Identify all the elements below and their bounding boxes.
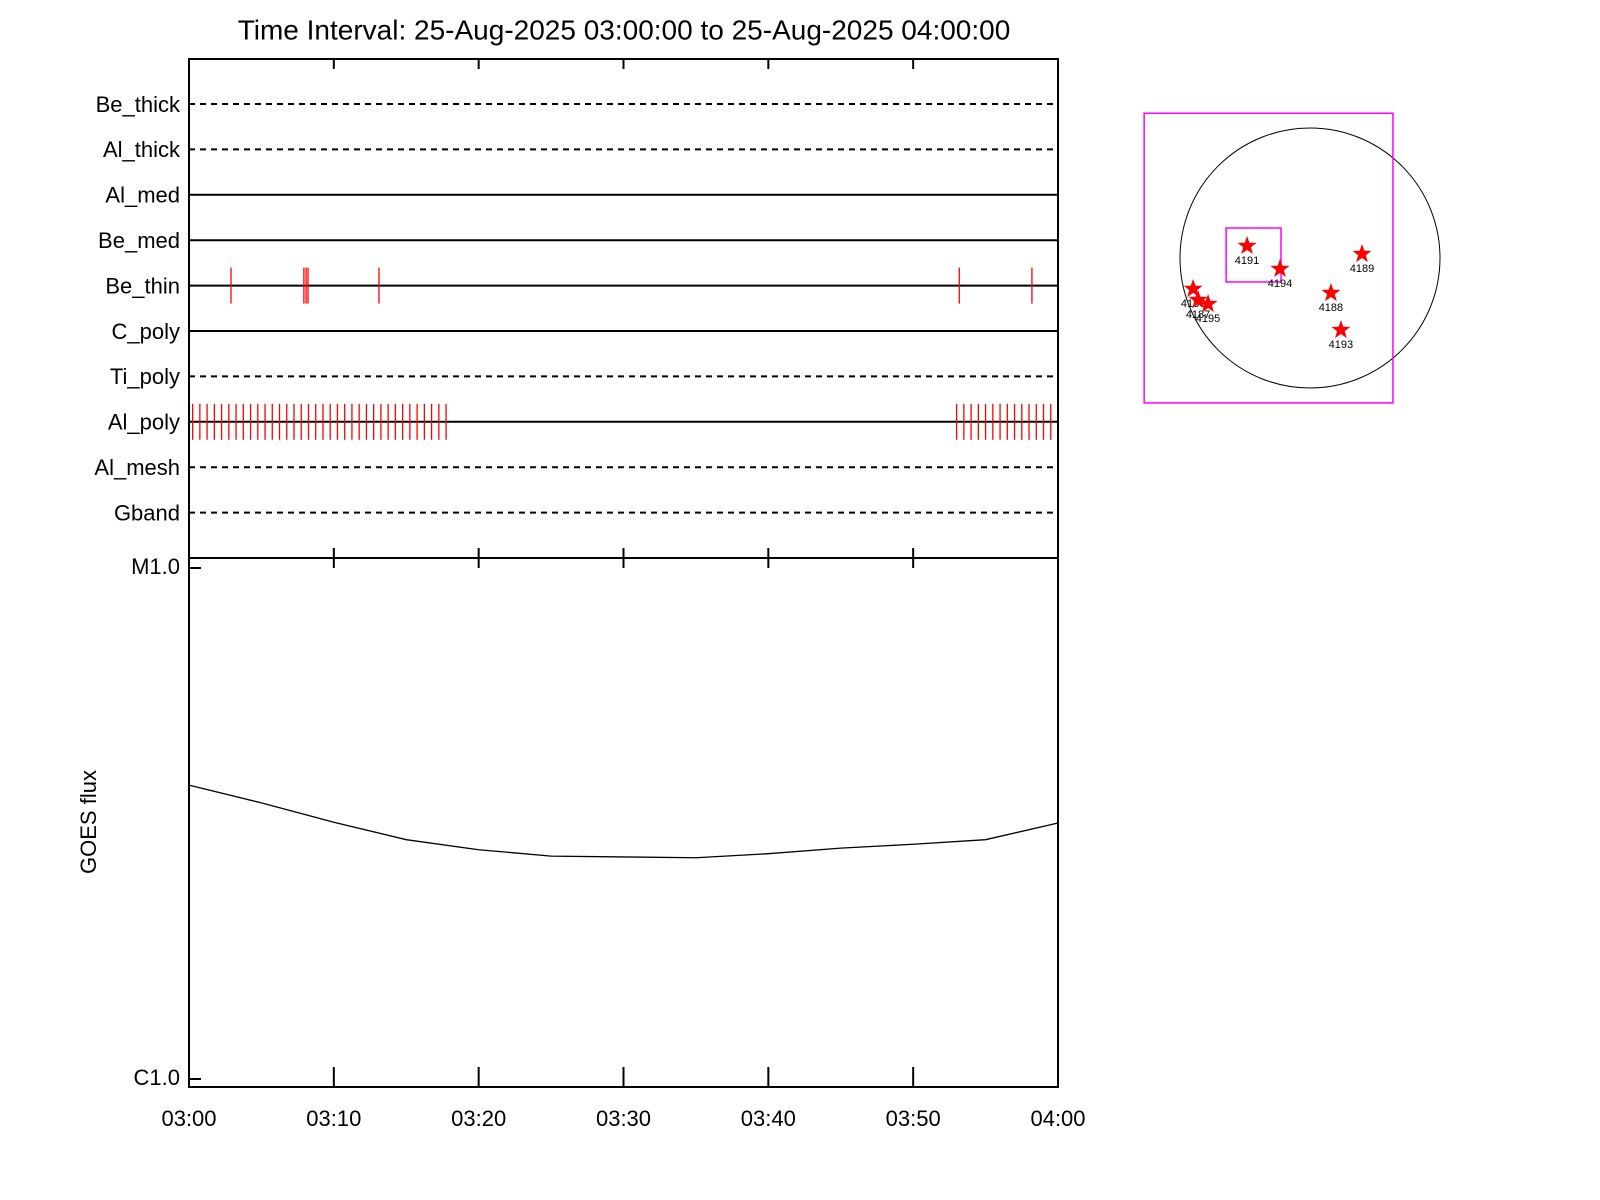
- filter-label: Be_thin: [105, 273, 180, 298]
- region-label: 4193: [1329, 339, 1353, 351]
- active-region: [1188, 290, 1208, 309]
- goes-frame: [188, 557, 1059, 1088]
- chart-title: Time Interval: 25-Aug-2025 03:00:00 to 2…: [238, 14, 1011, 45]
- x-tick-label: 04:00: [1030, 1106, 1085, 1131]
- region-label: 4187: [1186, 309, 1210, 321]
- solar-disk: [1179, 127, 1441, 389]
- x-tick-label: 03:10: [306, 1106, 361, 1131]
- filter-label: Be_med: [98, 228, 180, 253]
- y-axis-label: GOES flux: [76, 770, 101, 874]
- region-label: 4195: [1196, 313, 1220, 325]
- x-tick-label: 03:20: [451, 1106, 506, 1131]
- fov-box: [1143, 112, 1394, 404]
- filter-label: Gband: [114, 500, 180, 525]
- region-label: 4189: [1350, 263, 1374, 275]
- filter-label: C_poly: [112, 319, 180, 344]
- timeline-frame: [188, 58, 1059, 559]
- active-region: [1352, 244, 1372, 263]
- x-tick-label: 03:40: [741, 1106, 796, 1131]
- filter-label: Al_thick: [103, 137, 181, 162]
- active-region: [1237, 236, 1257, 254]
- filter-label: Ti_poly: [110, 364, 180, 389]
- goes-curve: [188, 784, 1059, 859]
- active-region: [1321, 283, 1341, 302]
- region-label: 4194: [1268, 278, 1292, 290]
- fov-box: [1225, 227, 1282, 283]
- filter-label: Al_med: [105, 183, 180, 208]
- x-tick-label: 03:50: [886, 1106, 941, 1131]
- filter-label: Be_thick: [96, 92, 181, 117]
- filter-label: Al_mesh: [94, 455, 180, 480]
- x-tick-label: 03:30: [596, 1106, 651, 1131]
- active-region: [1183, 278, 1203, 297]
- y-tick-label: M1.0: [131, 554, 180, 579]
- active-region: [1198, 294, 1218, 313]
- active-region: [1331, 320, 1351, 339]
- active-region: [1270, 258, 1290, 277]
- x-tick-label: 03:00: [161, 1106, 216, 1131]
- y-tick-label: C1.0: [134, 1065, 180, 1090]
- region-label: 4191: [1235, 255, 1259, 267]
- region-label: 4188: [1319, 302, 1343, 314]
- filter-label: Al_poly: [108, 410, 180, 435]
